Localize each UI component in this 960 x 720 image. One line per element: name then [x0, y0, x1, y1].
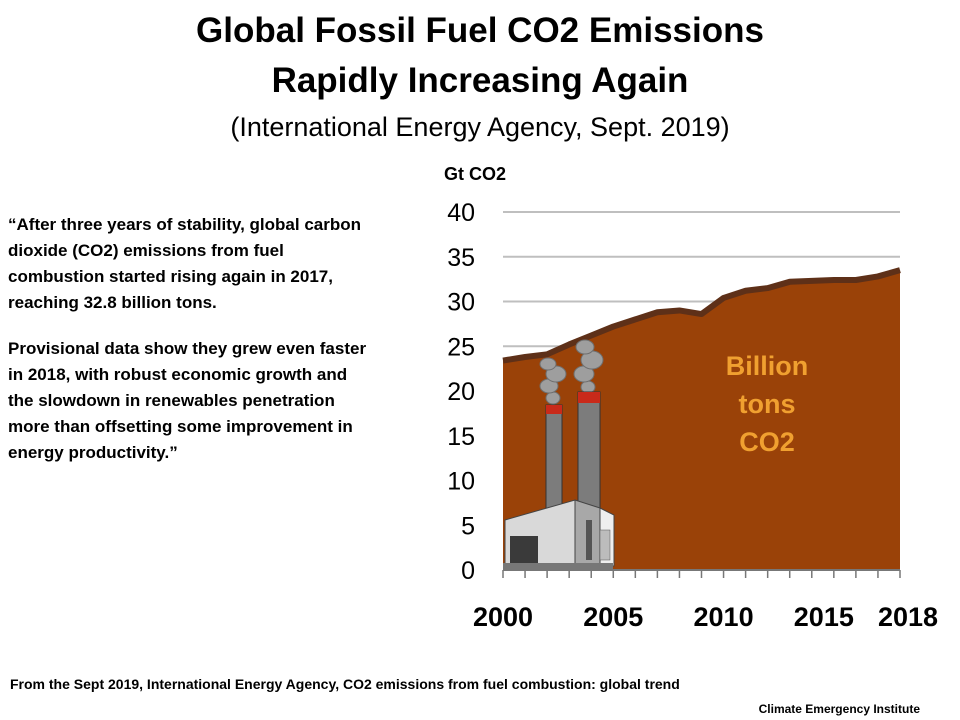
y-tick-label-20: 20 — [447, 378, 475, 406]
x-tick-label-2010: 2010 — [694, 602, 754, 632]
x-tick-label-2018: 2018 — [878, 602, 938, 632]
y-tick-label-0: 0 — [461, 557, 475, 585]
emissions-area-chart: 0 5 10 15 20 25 30 35 40 2000 2005 2010 2015 2018 Gt… — [444, 164, 938, 632]
area-annotation-line-1: Billion — [726, 351, 809, 381]
x-tick-label-2005: 2005 — [583, 602, 643, 632]
emissions-line — [502, 267, 901, 364]
emissions-area — [503, 270, 900, 570]
chart-subtitle: (International Energy Agency, Sept. 2019… — [230, 112, 730, 142]
x-tick-label-2000: 2000 — [473, 602, 533, 632]
y-tick-label-30: 30 — [447, 289, 475, 317]
y-tick-label-40: 40 — [447, 199, 475, 227]
area-annotation-line-2: tons — [739, 389, 796, 419]
quote-block: “After three years of stability, global … — [8, 212, 370, 486]
y-tick-label-10: 10 — [447, 468, 475, 496]
y-axis-ticks: 0 5 10 15 20 25 30 35 40 — [447, 199, 475, 585]
factory-icon — [503, 339, 615, 569]
chart-title-line-2: Rapidly Increasing Again — [271, 61, 689, 100]
x-axis-ticks: 2000 2005 2010 2015 2018 — [473, 570, 938, 632]
source-footnote: From the Sept 2019, International Energy… — [10, 676, 680, 692]
quote-paragraph-2: Provisional data show they grew even fas… — [8, 339, 367, 462]
y-axis-label: Gt CO2 — [444, 164, 506, 184]
quote-paragraph-1: “After three years of stability, global … — [8, 215, 361, 312]
chart-title-line-1: Global Fossil Fuel CO2 Emissions — [196, 11, 764, 50]
area-annotation-line-3: CO2 — [739, 427, 795, 457]
y-tick-label-35: 35 — [447, 244, 475, 272]
y-tick-label-25: 25 — [447, 333, 475, 361]
y-tick-label-15: 15 — [447, 423, 475, 451]
credit-footnote: Climate Emergency Institute — [758, 702, 920, 716]
y-tick-label-5: 5 — [461, 512, 475, 540]
x-tick-label-2015: 2015 — [794, 602, 854, 632]
